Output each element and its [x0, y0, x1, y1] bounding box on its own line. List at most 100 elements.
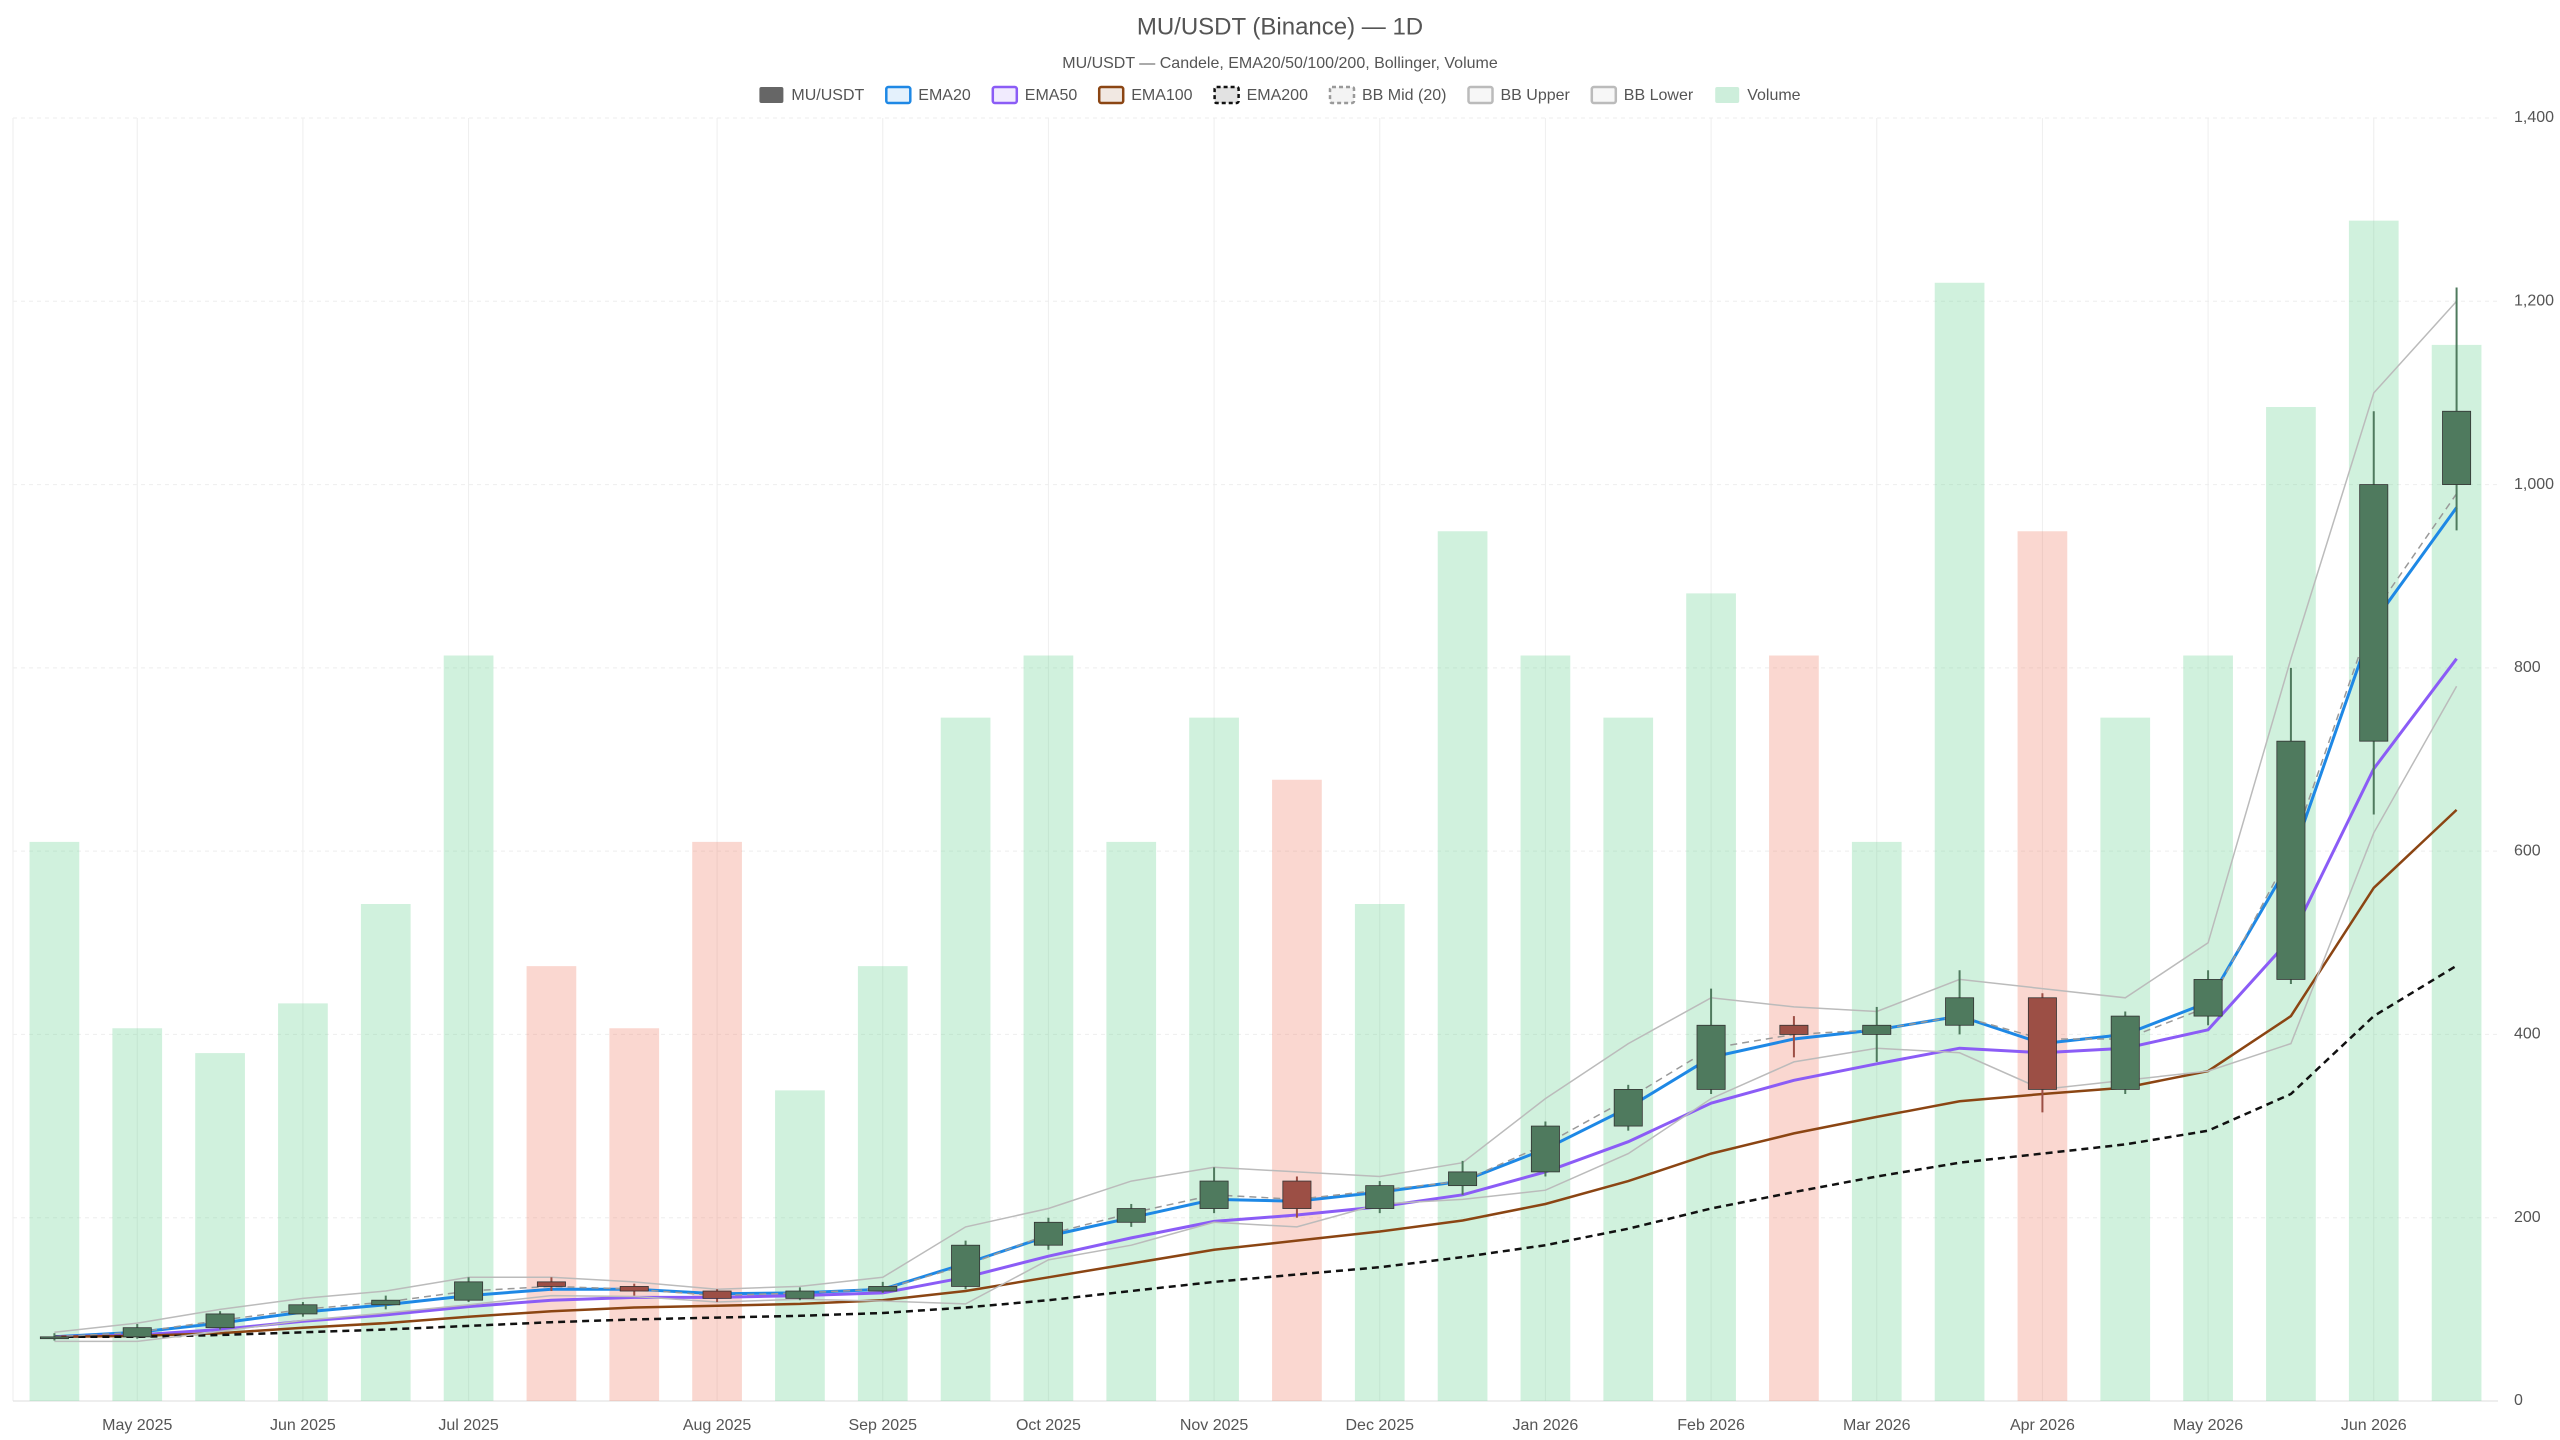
x-tick-label: Nov 2025 [1180, 1417, 1249, 1434]
volume-bar [29, 841, 80, 1401]
legend-label: EMA200 [1247, 87, 1308, 104]
candle-body [1365, 1185, 1395, 1209]
y-tick-label: 1,400 [2514, 109, 2554, 126]
indicator-line [54, 300, 2458, 1334]
candle-body [1862, 1024, 1892, 1035]
x-tick-label: Oct 2025 [1016, 1417, 1081, 1434]
x-tick-label: Jun 2025 [270, 1417, 336, 1434]
legend-swatch [991, 85, 1019, 105]
candle-body [2193, 979, 2223, 1017]
volume-bar [692, 841, 742, 1401]
volume-bar [940, 717, 991, 1401]
volume-bar [1437, 531, 1488, 1401]
candle-body [1199, 1180, 1229, 1209]
legend-item: EMA200 [1213, 85, 1308, 105]
candle-body [2359, 484, 2389, 742]
candle-body [951, 1244, 981, 1287]
legend-item: BB Mid (20) [1328, 85, 1446, 105]
y-tick-label: 0 [2514, 1392, 2523, 1409]
volume-bar [1272, 779, 1322, 1401]
candle-body [2276, 740, 2306, 980]
legend-swatch [1328, 85, 1356, 105]
legend-label: EMA100 [1131, 87, 1192, 104]
volume-bar [775, 1090, 825, 1401]
legend-item: EMA100 [1097, 85, 1193, 105]
y-tick-label: 1,000 [2514, 476, 2554, 493]
volume-bar [2017, 531, 2068, 1401]
volume-bar [1106, 841, 1157, 1401]
x-tick-label: Jul 2025 [438, 1417, 499, 1434]
candle-body [205, 1313, 235, 1329]
candle-body [868, 1286, 898, 1292]
candle-body [1530, 1125, 1560, 1173]
x-tick-label: Mar 2026 [1843, 1417, 1911, 1434]
indicator-lines [54, 300, 2458, 1343]
legend-swatch [1213, 85, 1240, 105]
candle-body [1282, 1180, 1312, 1209]
indicator-line [54, 506, 2458, 1339]
chart-subtitle: MU/USDT — Candele, EMA20/50/100/200, Bol… [1062, 55, 1498, 72]
x-tick-label: Sep 2025 [848, 1417, 917, 1434]
candle-body [702, 1290, 732, 1299]
indicator-line [54, 808, 2458, 1339]
legend-swatch [885, 85, 912, 105]
legend-label: BB Lower [1624, 87, 1694, 104]
grid [12, 117, 2498, 1402]
candle-body [1696, 1024, 1726, 1090]
volume-bar [609, 1028, 660, 1401]
x-tick-label: Feb 2026 [1677, 1417, 1745, 1434]
candle-body [1945, 997, 1975, 1026]
x-tick-label: Jan 2026 [1512, 1417, 1578, 1434]
volume-bar [112, 1028, 163, 1401]
legend-label: EMA50 [1025, 87, 1078, 104]
chart-title: MU/USDT (Binance) — 1D [1137, 13, 1423, 40]
legend-item: Volume [1715, 87, 1801, 104]
candle-body [1033, 1221, 1063, 1246]
volume-bar [195, 1053, 245, 1401]
volume-bar [1520, 655, 1571, 1401]
indicator-line [54, 657, 2458, 1339]
volume-bar [360, 904, 411, 1401]
indicator-line [54, 685, 2458, 1343]
legend-item: EMA20 [885, 85, 971, 105]
candle-body [1116, 1208, 1146, 1223]
legend-item: BB Upper [1467, 85, 1571, 105]
y-tick-label: 800 [2514, 659, 2541, 676]
candle-body [288, 1304, 318, 1315]
candle-body [619, 1286, 649, 1292]
x-tick-label: Aug 2025 [683, 1417, 752, 1434]
volume-bar [1354, 904, 1405, 1401]
legend-swatch [1715, 87, 1740, 103]
candle-body [454, 1281, 484, 1301]
legend: MU/USDT EMA20 EMA50 EMA100 EMA200 BB Mid (20)… [759, 85, 1801, 105]
candle-body [39, 1336, 69, 1340]
candle-body [785, 1290, 815, 1299]
y-tick-label: 600 [2514, 842, 2541, 859]
legend-item: BB Lower [1590, 85, 1694, 105]
candle-body [2110, 1015, 2140, 1090]
legend-item: EMA50 [991, 85, 1078, 105]
legend-item: MU/USDT [759, 87, 865, 104]
x-tick-label: May 2026 [2173, 1417, 2243, 1434]
legend-label: BB Upper [1501, 87, 1571, 104]
volume-bar [1023, 655, 1074, 1401]
x-tick-label: Dec 2025 [1346, 1417, 1415, 1434]
x-tick-label: Jun 2026 [2341, 1417, 2407, 1434]
candle-body [122, 1327, 152, 1338]
candle-body [1613, 1089, 1643, 1127]
legend-swatch [1097, 85, 1125, 105]
volume-bar [1189, 717, 1239, 1401]
candle-body [2027, 997, 2057, 1090]
volume-bar [1603, 717, 1654, 1401]
candle-body [536, 1281, 566, 1287]
candle-body [2442, 410, 2472, 485]
legend-swatch [759, 87, 784, 103]
indicator-line [54, 964, 2458, 1339]
candle-body [1448, 1171, 1478, 1187]
candle-body [371, 1299, 401, 1306]
volume-bars [29, 220, 2482, 1402]
legend-label: MU/USDT [791, 87, 864, 104]
x-tick-label: May 2025 [102, 1417, 172, 1434]
